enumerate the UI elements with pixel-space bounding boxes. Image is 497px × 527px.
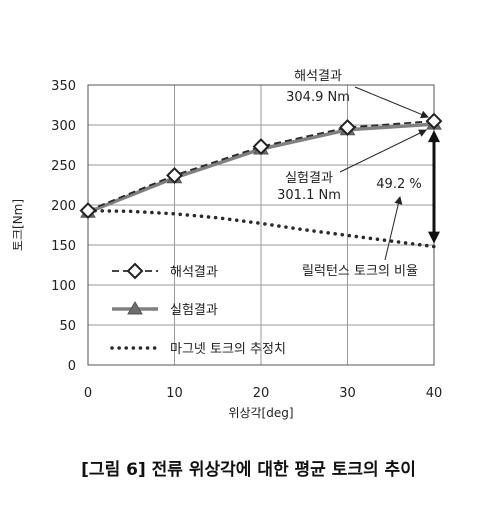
axes: 0 50 100 150 200 250 300 350 0 10 20 30 40 위상각[deg] 토크… (11, 79, 442, 420)
legend-experiment-marker (127, 301, 143, 315)
legend-analysis-marker (126, 262, 144, 280)
annotation-analysis-arrow (354, 86, 429, 119)
analysis-point-0 (79, 202, 97, 220)
series-lines (79, 112, 443, 249)
x-tick-label-40: 40 (426, 386, 443, 401)
legend-magnet-label: 마그넷 토크의 추정치 (170, 342, 286, 357)
x-tick-label-10: 10 (166, 386, 183, 401)
y-tick-label-300: 300 (51, 119, 76, 134)
annotations: 해석결과 304.9 Nm 실험결과 301.1 Nm 49.2 % 릴럭턴스 토크의 비… (277, 69, 440, 279)
y-tick-label-150: 150 (51, 239, 76, 254)
annotation-ratio-arrow (384, 196, 403, 261)
analysis-point-10 (166, 166, 183, 184)
annotation-experiment-label: 실험결과 (285, 171, 333, 186)
annotation-analysis-value: 304.9 Nm (286, 90, 350, 105)
figure-caption: [그림 6] 전류 위상각에 대한 평균 토크의 추이 (81, 460, 416, 480)
legend-experiment-label: 실험결과 (170, 303, 218, 318)
x-tick-label-20: 20 (253, 386, 270, 401)
y-tick-label-50: 50 (59, 319, 76, 334)
y-tick-label-0: 0 (68, 359, 76, 374)
series-magnet-line (86, 208, 436, 249)
annotation-experiment-arrow (339, 129, 427, 173)
y-tick-label-200: 200 (51, 199, 76, 214)
y-tick-label-100: 100 (51, 279, 76, 294)
y-tick-label-350: 350 (51, 79, 76, 94)
y-tick-label-250: 250 (51, 159, 76, 174)
annotation-experiment-value: 301.1 Nm (277, 188, 341, 203)
y-axis-label: 토크[Nm] (11, 199, 25, 251)
annotation-ratio-label: 릴럭턴스 토크의 비율 (302, 264, 418, 279)
analysis-point-30 (339, 118, 356, 136)
torque-chart: 0 50 100 150 200 250 300 350 0 10 20 30 40 위상각[deg] 토크… (11, 69, 443, 420)
analysis-point-40 (425, 112, 443, 130)
legend-analysis-label: 해석결과 (170, 265, 218, 280)
series-analysis-line (87, 120, 435, 212)
x-axis-label: 위상각[deg] (228, 406, 293, 420)
ratio-arrow-head-up (428, 130, 440, 143)
x-tick-label-0: 0 (84, 386, 92, 401)
x-tick-label-30: 30 (339, 386, 356, 401)
ratio-arrow-head-down (428, 231, 440, 244)
annotation-analysis-label: 해석결과 (294, 69, 342, 84)
analysis-point-20 (252, 138, 270, 156)
annotation-ratio-value: 49.2 % (376, 177, 421, 192)
